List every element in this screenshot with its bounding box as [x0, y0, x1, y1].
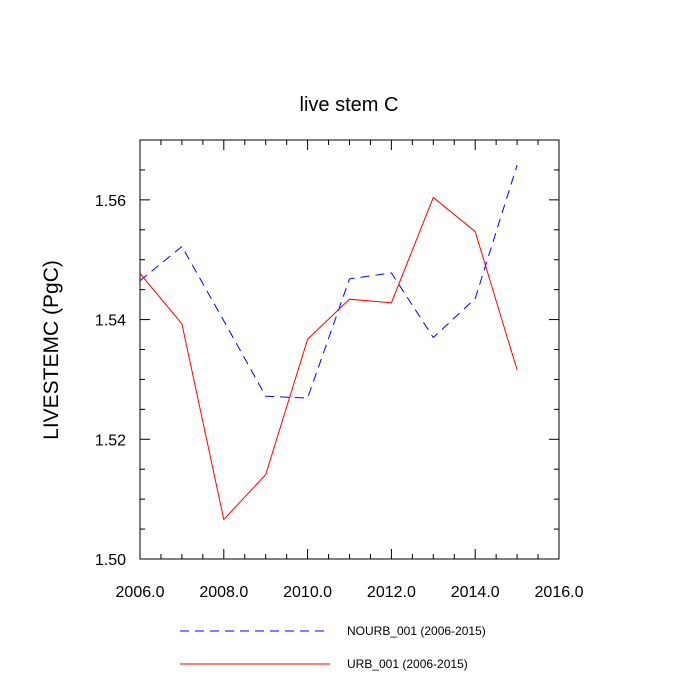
- x-tick-label: 2012.0: [367, 584, 416, 601]
- x-tick-label: 2014.0: [451, 584, 500, 601]
- legend-label: NOURB_001 (2006-2015): [347, 624, 486, 638]
- series-line-2: [139, 196, 518, 521]
- series-line-1: [139, 164, 518, 399]
- legend-label: URB_001 (2006-2015): [347, 657, 468, 671]
- y-tick-label: 1.56: [95, 193, 126, 210]
- plot-area-frame: [139, 139, 560, 560]
- y-tick-label: 1.50: [95, 552, 126, 569]
- legend: NOURB_001 (2006-2015) URB_001 (2006-2015): [180, 624, 486, 671]
- x-tick-label: 2010.0: [283, 584, 332, 601]
- y-tick-label: 1.54: [95, 313, 126, 330]
- y-tick-label: 1.52: [95, 432, 126, 449]
- x-tick-label: 2006.0: [116, 584, 165, 601]
- chart-title: live stem C: [300, 94, 399, 116]
- x-tick-label: 2008.0: [199, 584, 248, 601]
- x-tick-label: 2016.0: [535, 584, 584, 601]
- axis-ticks: 2006.0 2008.0 2010.0 2012.0 2014.0 2016.0 1.50…: [95, 139, 584, 601]
- series-lines: [139, 164, 518, 521]
- y-axis-label: LIVESTEMC (PgC): [40, 260, 63, 440]
